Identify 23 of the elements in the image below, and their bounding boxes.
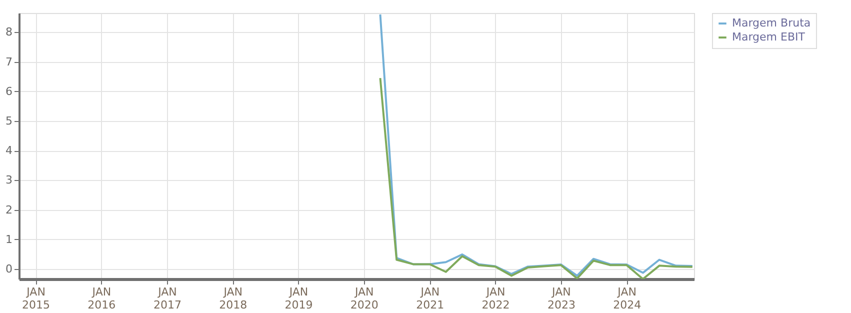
legend-label: Margem Bruta [732,16,811,30]
x-tick-label: JAN 2020 [350,286,378,312]
y-tick-label: 5 [6,114,12,128]
x-tick-label: JAN 2024 [613,286,642,312]
y-tick-label: 8 [6,26,12,39]
x-tick-label: JAN 2023 [547,286,576,312]
y-tick-label: 0 [6,262,12,276]
y-tick-label: 3 [6,174,12,187]
line-series [379,77,694,279]
x-tick-label: JAN 2016 [88,286,116,312]
y-tick-label: 1 [6,232,12,246]
x-tick-label: JAN 2015 [22,286,50,312]
y-tick-label: 2 [6,203,12,216]
legend-label: Margem EBIT [732,30,806,44]
x-tick-label: JAN 2018 [219,286,248,312]
x-tick-label: JAN 2022 [482,286,510,312]
y-tick-label: 6 [6,84,12,98]
x-tick-label: JAN 2021 [416,286,444,312]
x-tick-label: JAN 2019 [284,286,313,312]
line-series [379,13,694,277]
y-tick-label: 4 [6,144,12,158]
x-tick-label: JAN 2017 [153,286,182,312]
y-tick-label: 7 [6,55,12,68]
